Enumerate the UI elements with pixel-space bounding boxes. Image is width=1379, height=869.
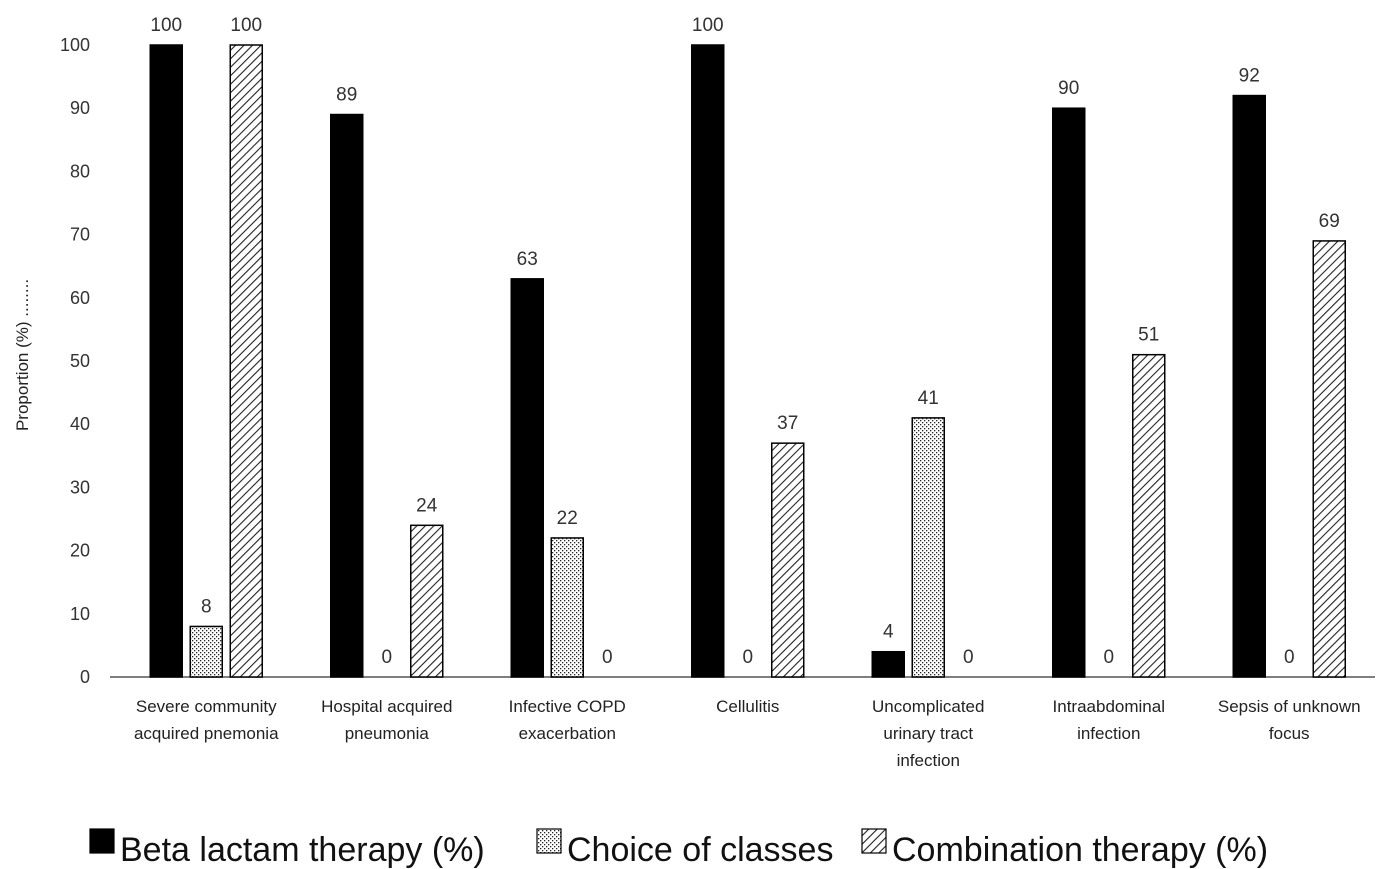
x-tick-label: acquired pnemonia	[134, 724, 279, 743]
bar	[1052, 107, 1086, 678]
y-tick-label: 60	[70, 288, 90, 308]
y-tick-label: 80	[70, 161, 90, 181]
bar	[229, 44, 263, 678]
x-tick-label: pneumonia	[345, 724, 430, 743]
x-tick-label: urinary tract	[883, 724, 973, 743]
x-tick-label: Cellulitis	[716, 697, 779, 716]
x-tick-label: exacerbation	[519, 724, 616, 743]
legend-swatch	[861, 828, 887, 854]
data-label: 24	[416, 495, 438, 516]
bar	[330, 113, 364, 678]
bar	[1132, 353, 1166, 678]
bar	[510, 278, 544, 678]
x-tick-label: Intraabdominal	[1053, 697, 1165, 716]
legend-swatch	[89, 828, 115, 854]
data-label: 100	[692, 15, 724, 36]
y-tick-label: 0	[80, 667, 90, 687]
legend-swatch	[536, 828, 562, 854]
x-tick-label: infection	[897, 751, 960, 770]
data-label: 22	[557, 508, 578, 529]
x-tick-label: focus	[1269, 724, 1310, 743]
data-label: 4	[883, 622, 894, 643]
bar	[149, 44, 183, 678]
labels-layer: 100 8 100 Severe community acquired pnemonia…	[134, 15, 1361, 770]
bar	[871, 650, 905, 678]
data-label: 41	[918, 388, 939, 409]
data-label: 0	[1103, 647, 1114, 668]
data-label: 0	[963, 647, 974, 668]
data-label: 69	[1319, 211, 1340, 232]
data-label: 0	[602, 647, 613, 668]
data-label: 8	[201, 596, 212, 617]
bar	[550, 537, 584, 678]
legend-entry: Combination therapy (%)	[892, 831, 1268, 869]
data-label: 92	[1239, 66, 1260, 87]
x-tick-label: Hospital acquired	[321, 697, 452, 716]
data-label: 63	[517, 249, 538, 270]
y-tick-label: 20	[70, 541, 90, 561]
data-label: 100	[230, 15, 262, 36]
data-label: 37	[777, 413, 798, 434]
bar	[1232, 94, 1266, 678]
x-tick-label: infection	[1077, 724, 1140, 743]
data-label: 0	[381, 647, 392, 668]
legend-entry: Choice of classes	[567, 831, 833, 869]
x-tick-label: Uncomplicated	[872, 697, 984, 716]
y-tick-label: 40	[70, 414, 90, 434]
legend-entry: Beta lactam therapy (%)	[120, 831, 485, 869]
bar	[771, 442, 805, 678]
data-label: 51	[1138, 325, 1159, 346]
data-label: 100	[150, 15, 182, 36]
bars-layer	[149, 44, 1346, 678]
x-tick-label: Sepsis of unknown	[1218, 697, 1361, 716]
x-tick-label: Infective COPD	[509, 697, 626, 716]
bar	[691, 44, 725, 678]
data-label: 90	[1058, 78, 1079, 99]
y-axis-title: Proportion (%) ........	[13, 279, 32, 431]
data-label: 0	[742, 647, 753, 668]
x-tick-label: Severe community	[136, 697, 277, 716]
y-tick-label: 70	[70, 225, 90, 245]
y-tick-label: 10	[70, 604, 90, 624]
y-tick-label: 30	[70, 477, 90, 497]
bar	[410, 524, 444, 678]
y-tick-label: 50	[70, 351, 90, 371]
y-tick-label: 90	[70, 98, 90, 118]
bar	[189, 625, 223, 678]
bar	[911, 417, 945, 678]
data-label: 0	[1284, 647, 1295, 668]
data-label: 89	[336, 85, 357, 106]
y-tick-label: 100	[60, 35, 90, 55]
bar	[1312, 240, 1346, 678]
legend: Beta lactam therapy (%) Choice of classes…	[89, 828, 1268, 869]
